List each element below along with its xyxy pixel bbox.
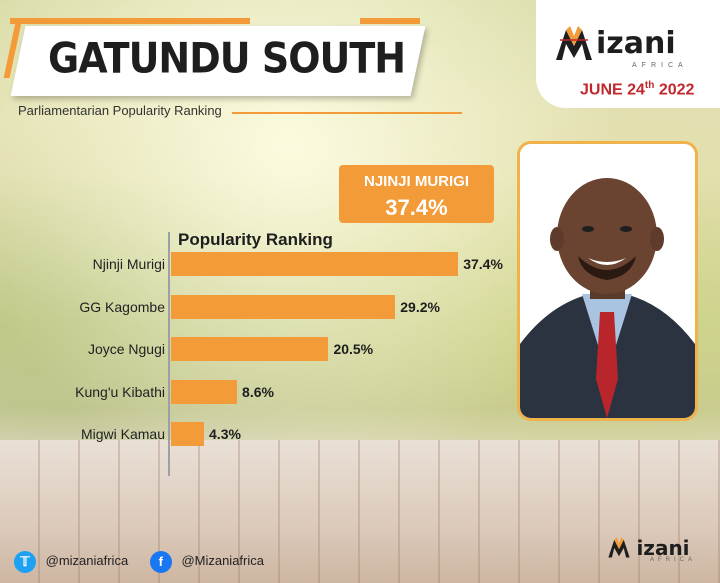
value-label: 29.2%: [400, 298, 440, 315]
bar: [171, 252, 459, 276]
category-label: Migwi Kamau: [80, 426, 165, 442]
mizani-logo-icon: [556, 26, 592, 60]
facebook-icon[interactable]: f: [149, 551, 172, 573]
twitter-icon[interactable]: 𝕋: [14, 551, 36, 573]
logo-wordmark: izani: [596, 26, 676, 61]
category-label: Joyce Ngugi: [87, 341, 165, 357]
title-accent-bar-right: [360, 18, 420, 24]
logo-panel: izani AFRICA: [536, 0, 720, 108]
chart-title: Popularity Ranking: [178, 230, 333, 249]
value-label: 4.3%: [209, 426, 241, 442]
report-date: JUNE 24th 2022: [580, 80, 695, 99]
wooden-floor-background: [0, 440, 720, 583]
logo-subtitle: AFRICA: [632, 62, 688, 69]
leader-name: NJINJI MURIGI: [363, 173, 469, 190]
bar: [171, 422, 205, 446]
category-label: Njinji Murigi: [92, 256, 165, 272]
value-label: 8.6%: [242, 383, 274, 400]
footer-logo-wordmark: izani: [636, 536, 690, 560]
footer-logo: izani AFRICA: [606, 536, 696, 563]
value-label: 20.5%: [333, 341, 374, 357]
page-subtitle: Parliamentarian Popularity Ranking: [18, 103, 222, 118]
bar: [171, 337, 329, 361]
bar: [171, 294, 396, 319]
candidate-photo: [517, 141, 698, 421]
subtitle-divider: [232, 112, 462, 114]
leader-highlight-box: NJINJI MURIGI 37.4%: [339, 165, 494, 223]
twitter-handle[interactable]: @mizaniafrica: [45, 553, 129, 569]
leader-value: 37.4%: [385, 195, 448, 220]
footer-logo-subtitle: AFRICA: [650, 557, 697, 563]
title-accent-bar: [10, 18, 250, 24]
facebook-handle[interactable]: @Mizaniafrica: [181, 553, 264, 569]
chart-axis-line: [168, 232, 170, 476]
bar: [171, 379, 238, 404]
candidate-portrait-illustration: [520, 144, 695, 418]
social-footer: 𝕋 @mizaniafrica f @Mizaniafrica: [14, 551, 264, 573]
category-label: Kung'u Kibathi: [75, 383, 165, 400]
category-label: GG Kagombe: [79, 298, 165, 315]
page-title: GATUNDU SOUTH: [48, 33, 406, 83]
value-label: 37.4%: [463, 256, 503, 272]
mizani-logo-icon: [608, 537, 630, 558]
